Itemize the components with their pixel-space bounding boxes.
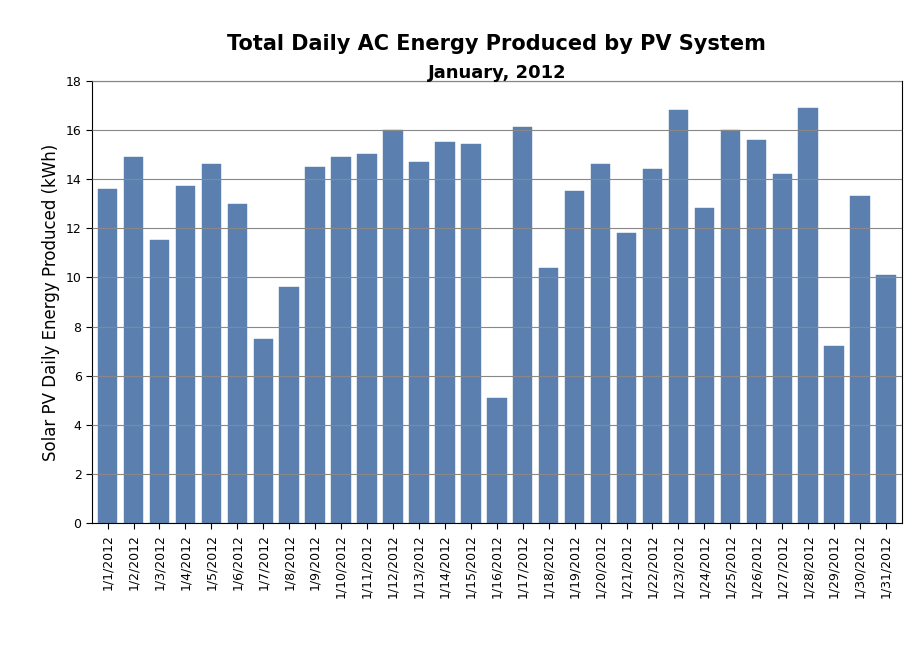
Bar xyxy=(849,196,868,523)
Bar xyxy=(772,174,791,523)
Bar xyxy=(564,191,584,523)
Bar xyxy=(823,346,843,523)
Bar xyxy=(305,166,324,523)
Text: Total Daily AC Energy Produced by PV System: Total Daily AC Energy Produced by PV Sys… xyxy=(227,34,766,54)
Bar xyxy=(176,187,195,523)
Bar xyxy=(331,157,350,523)
Bar xyxy=(875,275,895,523)
Bar xyxy=(357,154,377,523)
Bar xyxy=(97,189,118,523)
Bar xyxy=(124,157,143,523)
Text: January, 2012: January, 2012 xyxy=(427,64,565,82)
Bar xyxy=(460,144,480,523)
Bar xyxy=(539,268,558,523)
Bar xyxy=(745,140,766,523)
Bar xyxy=(486,398,506,523)
Bar xyxy=(513,127,532,523)
Bar xyxy=(150,240,169,523)
Bar xyxy=(227,203,247,523)
Bar xyxy=(435,142,454,523)
Bar xyxy=(694,209,713,523)
Bar xyxy=(616,233,636,523)
Bar xyxy=(590,164,609,523)
Bar xyxy=(668,110,687,523)
Bar xyxy=(201,164,221,523)
Bar xyxy=(720,130,739,523)
Bar xyxy=(409,162,428,523)
Bar xyxy=(383,130,403,523)
Bar xyxy=(798,107,817,523)
Bar xyxy=(279,287,299,523)
Bar xyxy=(642,169,662,523)
Bar xyxy=(254,339,273,523)
Y-axis label: Solar PV Daily Energy Produced (kWh): Solar PV Daily Energy Produced (kWh) xyxy=(42,144,60,460)
